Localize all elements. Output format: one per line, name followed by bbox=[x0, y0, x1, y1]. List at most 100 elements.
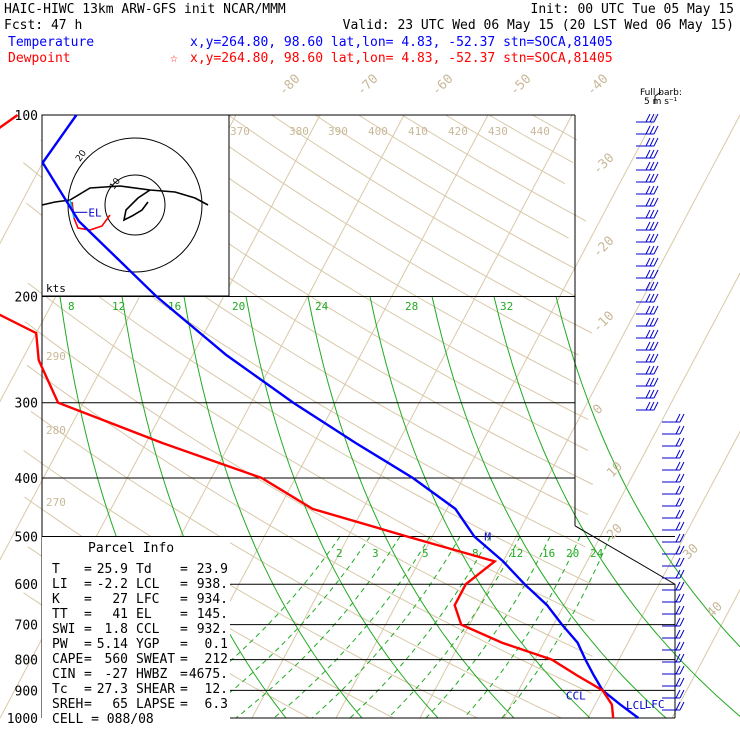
wind-barb-flag bbox=[645, 245, 651, 255]
mixing-ratio-label-upper: 28 bbox=[405, 300, 418, 313]
header-init: Init: 00 UTC Tue 05 May 15 bbox=[531, 2, 735, 17]
wind-barb-flag bbox=[679, 545, 685, 555]
wind-barb-flag bbox=[649, 377, 655, 387]
wind-barb-flag bbox=[649, 329, 655, 339]
parcel-value-right: 938. bbox=[197, 577, 228, 592]
wind-barb-flag bbox=[645, 329, 651, 339]
wind-barb-flag bbox=[679, 665, 685, 675]
wind-barb-flag bbox=[675, 449, 681, 459]
wind-barb-flag bbox=[645, 269, 651, 279]
wind-barb-flag bbox=[645, 353, 651, 363]
parcel-equals-right: = bbox=[180, 652, 188, 667]
parcel-label: CIN bbox=[52, 667, 75, 682]
parcel-label: K bbox=[52, 592, 60, 607]
moist-adiabat-line bbox=[555, 296, 740, 648]
wind-barb-flag bbox=[645, 209, 651, 219]
header-valid: Valid: 23 UTC Wed 06 May 15 (20 LST Wed … bbox=[343, 18, 734, 33]
wind-barb-flag bbox=[653, 305, 659, 315]
wind-barb-flag bbox=[653, 269, 659, 279]
isotherm-label: 0 bbox=[590, 402, 606, 418]
pressure-tick-label: 1000 bbox=[7, 712, 38, 727]
wind-barb-flag bbox=[679, 413, 685, 423]
mixing-ratio-label-lower: 12 bbox=[510, 547, 523, 560]
wind-barb-flag bbox=[653, 197, 659, 207]
parcel-value: 560 bbox=[105, 652, 128, 667]
parcel-label-right: CCL bbox=[136, 622, 160, 637]
wind-barb-flag bbox=[675, 593, 681, 603]
parcel-equals: = bbox=[84, 622, 92, 637]
parcel-value: 5.14 bbox=[97, 637, 128, 652]
wind-barb-flag bbox=[675, 581, 681, 591]
wind-barb-column bbox=[636, 113, 685, 711]
parcel-value-right: 12. bbox=[205, 682, 228, 697]
wind-barb-flag bbox=[645, 341, 651, 351]
mixing-ratio-label-upper: 32 bbox=[500, 300, 513, 313]
parcel-info-background bbox=[42, 537, 230, 729]
dewpoint-marker-icon: ☆ bbox=[170, 51, 178, 66]
wind-barb-flag bbox=[679, 437, 685, 447]
isotherm-line bbox=[671, 588, 740, 719]
wind-barb-flag bbox=[653, 125, 659, 135]
isotherm-label: -50 bbox=[507, 72, 534, 99]
wind-barb-flag bbox=[679, 653, 685, 663]
isotherm-line bbox=[335, 114, 657, 719]
isotherm-label: -20 bbox=[590, 234, 617, 261]
mixing-ratio-label-lower: 2 bbox=[336, 547, 343, 560]
parcel-value-right: 212 bbox=[205, 652, 228, 667]
mixing-ratio-label-lower: 16 bbox=[542, 547, 555, 560]
parcel-equals: = bbox=[84, 682, 92, 697]
barb-legend-flag bbox=[654, 91, 662, 97]
wind-barb-flag bbox=[649, 389, 655, 399]
isotherm-line bbox=[0, 114, 237, 561]
parcel-value: 65 bbox=[112, 697, 128, 712]
dry-adiabat-line bbox=[26, 202, 586, 548]
wind-barb-flag bbox=[679, 629, 685, 639]
wind-barb-flag bbox=[653, 173, 659, 183]
parcel-value: 1.8 bbox=[105, 622, 128, 637]
wind-barb-flag bbox=[675, 569, 681, 579]
wind-barb-flag bbox=[653, 353, 659, 363]
mixing-ratio-label-lower: 5 bbox=[422, 547, 429, 560]
parcel-equals-right: = bbox=[180, 577, 188, 592]
parcel-equals: = bbox=[84, 697, 92, 712]
mixing-ratio-line bbox=[425, 536, 551, 719]
isotherm-label: -80 bbox=[276, 72, 303, 99]
theta-left-label: 280 bbox=[46, 424, 66, 437]
parcel-label-right: LAPSE bbox=[136, 697, 175, 712]
parcel-label-right: Td bbox=[136, 562, 152, 577]
wind-barb-flag bbox=[653, 317, 659, 327]
wind-barb-flag bbox=[675, 545, 681, 555]
isotherm-label: 20 bbox=[604, 521, 626, 543]
wind-barb-flag bbox=[653, 161, 659, 171]
wind-barb-flag bbox=[675, 425, 681, 435]
mixing-ratio-line bbox=[235, 536, 401, 719]
isotherm-line bbox=[0, 114, 153, 403]
wind-barb-flag bbox=[679, 449, 685, 459]
mixing-ratio-label-upper: 24 bbox=[315, 300, 329, 313]
wind-barb-flag bbox=[649, 281, 655, 291]
parcel-equals-right: = bbox=[180, 622, 188, 637]
temperature-legend: Temperature bbox=[8, 35, 94, 50]
wind-barb-flag bbox=[679, 461, 685, 471]
parcel-label: SREH bbox=[52, 697, 83, 712]
mixing-ratio-line bbox=[349, 536, 491, 719]
wind-barb-flag bbox=[649, 401, 655, 411]
parcel-label: TT bbox=[52, 607, 68, 622]
wind-barb-flag bbox=[649, 221, 655, 231]
dry-adiabat-line bbox=[140, 114, 580, 386]
parcel-label-right: YGP bbox=[136, 637, 160, 652]
pressure-tick-label: 700 bbox=[15, 619, 38, 634]
dewpoint-legend: Dewpoint bbox=[8, 51, 71, 66]
wind-barb-flag bbox=[649, 173, 655, 183]
parcel-value-right: 932. bbox=[197, 622, 228, 637]
dry-adiabat-line bbox=[358, 114, 569, 239]
wind-barb-flag bbox=[649, 161, 655, 171]
wind-barb-flag bbox=[649, 353, 655, 363]
wind-barb-flag bbox=[679, 557, 685, 567]
parcel-label-right: EL bbox=[136, 607, 152, 622]
parcel-cell: CELL = 088/08 bbox=[52, 712, 154, 727]
frame-right-slant bbox=[574, 525, 676, 718]
wind-barb-flag bbox=[679, 689, 685, 699]
header: HAIC-HIWC 13km ARW-GFS init NCAR/MMM Ini… bbox=[4, 2, 734, 66]
